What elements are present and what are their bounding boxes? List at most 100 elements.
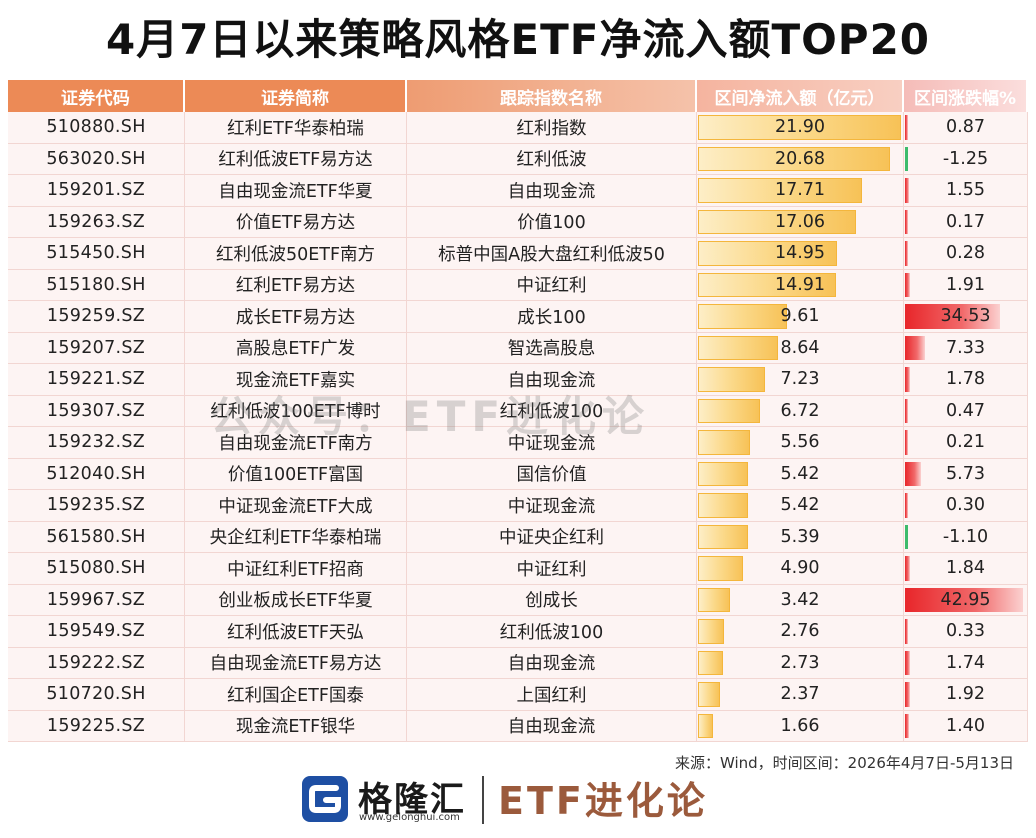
flow-bar <box>698 587 730 612</box>
cell-flow: 2.37 <box>697 679 904 711</box>
flow-value: 5.42 <box>780 463 820 484</box>
chg-value: 0.21 <box>946 432 985 453</box>
cell-chg: 1.40 <box>904 710 1028 742</box>
chg-value: 1.92 <box>946 684 985 705</box>
cell-chg: 0.17 <box>904 206 1028 238</box>
table-row: 561580.SH 央企红利ETF华泰柏瑞 中证央企红利 5.39 -1.10 <box>8 521 1028 553</box>
chg-bar <box>905 556 911 581</box>
flow-bar <box>698 178 863 203</box>
chg-bar <box>905 493 908 518</box>
cell-chg: 0.30 <box>904 490 1028 522</box>
chg-value: 1.78 <box>946 369 985 390</box>
logo-text: 格隆汇 <box>358 780 466 820</box>
flow-value: 9.61 <box>780 306 820 327</box>
flow-bar <box>698 115 901 140</box>
flow-value: 17.06 <box>774 211 826 232</box>
gelonghui-logo-icon <box>300 774 350 824</box>
table-row: 159221.SZ 现金流ETF嘉实 自由现金流 7.23 1.78 <box>8 364 1028 396</box>
cell-index: 红利低波 <box>407 143 697 175</box>
flow-bar <box>698 493 749 518</box>
flow-value: 17.71 <box>774 180 826 201</box>
chg-bar <box>905 461 921 486</box>
chg-value: 34.53 <box>940 306 991 327</box>
cell-name: 红利低波50ETF南方 <box>185 238 407 270</box>
cell-name: 红利国企ETF国泰 <box>185 679 407 711</box>
cell-code: 159967.SZ <box>8 584 185 616</box>
cell-code: 159263.SZ <box>8 206 185 238</box>
cell-code: 561580.SH <box>8 521 185 553</box>
cell-flow: 14.95 <box>697 238 904 270</box>
cell-flow: 21.90 <box>697 112 904 144</box>
cell-chg: 34.53 <box>904 301 1028 333</box>
table-row: 512040.SH 价值100ETF富国 国信价值 5.42 5.73 <box>8 458 1028 490</box>
footer: 格隆汇 www.gelonghui.com ETF进化论 <box>0 768 1036 838</box>
cell-name: 成长ETF易方达 <box>185 301 407 333</box>
chg-value: 1.84 <box>946 558 985 579</box>
cell-flow: 5.42 <box>697 490 904 522</box>
cell-code: 159222.SZ <box>8 647 185 679</box>
cell-flow: 14.91 <box>697 269 904 301</box>
flow-bar <box>698 524 748 549</box>
cell-index: 价值100 <box>407 206 697 238</box>
table-header: 证券代码 证券简称 跟踪指数名称 区间净流入额（亿元） 区间涨跌幅% <box>8 80 1028 112</box>
flow-value: 20.68 <box>774 148 826 169</box>
table-row: 159549.SZ 红利低波ETF天弘 红利低波100 2.76 0.33 <box>8 616 1028 648</box>
flow-value: 1.66 <box>780 715 820 736</box>
flow-value: 5.56 <box>780 432 820 453</box>
flow-bar <box>698 367 766 392</box>
page-title: 4月7日以来策略风格ETF净流入额TOP20 <box>105 15 931 64</box>
cell-chg: 1.78 <box>904 364 1028 396</box>
chg-bar <box>905 178 910 203</box>
chg-value: -1.10 <box>942 526 989 547</box>
cell-flow: 5.39 <box>697 521 904 553</box>
chg-bar <box>905 430 908 455</box>
cell-chg: 1.74 <box>904 647 1028 679</box>
cell-flow: 9.61 <box>697 301 904 333</box>
flow-value: 2.76 <box>780 621 820 642</box>
chg-bar <box>905 587 1023 612</box>
cell-flow: 4.90 <box>697 553 904 585</box>
chg-bar <box>905 304 1000 329</box>
cell-chg: 0.87 <box>904 112 1028 144</box>
flow-bar <box>698 556 744 581</box>
flow-value: 2.37 <box>780 684 820 705</box>
chg-value: 0.17 <box>946 211 985 232</box>
chg-value: 1.55 <box>946 180 985 201</box>
table-row: 515080.SH 中证红利ETF招商 中证红利 4.90 1.84 <box>8 553 1028 585</box>
cell-index: 自由现金流 <box>407 647 697 679</box>
chg-bar <box>905 115 908 140</box>
cell-name: 央企红利ETF华泰柏瑞 <box>185 521 407 553</box>
cell-code: 159549.SZ <box>8 616 185 648</box>
cell-code: 159235.SZ <box>8 490 185 522</box>
table-row: 159201.SZ 自由现金流ETF华夏 自由现金流 17.71 1.55 <box>8 175 1028 207</box>
cell-index: 国信价值 <box>407 458 697 490</box>
table-row: 159225.SZ 现金流ETF银华 自由现金流 1.66 1.40 <box>8 710 1028 742</box>
cell-flow: 6.72 <box>697 395 904 427</box>
cell-name: 中证现金流ETF大成 <box>185 490 407 522</box>
cell-code: 515450.SH <box>8 238 185 270</box>
table-row: 159235.SZ 中证现金流ETF大成 中证现金流 5.42 0.30 <box>8 490 1028 522</box>
chg-bar <box>905 367 910 392</box>
table-body: 510880.SH 红利ETF华泰柏瑞 红利指数 21.90 0.87 563020.SH… <box>8 112 1028 742</box>
logo-url: www.gelonghui.com <box>359 812 460 823</box>
cell-index: 标普中国A股大盘红利低波50 <box>407 238 697 270</box>
cell-flow: 1.66 <box>697 710 904 742</box>
cell-flow: 17.06 <box>697 206 904 238</box>
cell-index: 自由现金流 <box>407 364 697 396</box>
flow-value: 14.95 <box>774 243 826 264</box>
table-row: 159222.SZ 自由现金流ETF易方达 自由现金流 2.73 1.74 <box>8 647 1028 679</box>
cell-code: 159307.SZ <box>8 395 185 427</box>
cell-name: 自由现金流ETF华夏 <box>185 175 407 207</box>
cell-name: 红利低波100ETF博时 <box>185 395 407 427</box>
cell-chg: 0.21 <box>904 427 1028 459</box>
cell-name: 红利低波ETF天弘 <box>185 616 407 648</box>
chg-bar <box>905 146 909 171</box>
cell-name: 现金流ETF嘉实 <box>185 364 407 396</box>
cell-chg: 7.33 <box>904 332 1028 364</box>
chg-bar <box>905 682 911 707</box>
cell-chg: 0.28 <box>904 238 1028 270</box>
flow-bar <box>698 430 750 455</box>
table-row: 563020.SH 红利低波ETF易方达 红利低波 20.68 -1.25 <box>8 143 1028 175</box>
flow-value: 5.39 <box>780 526 820 547</box>
cell-index: 成长100 <box>407 301 697 333</box>
